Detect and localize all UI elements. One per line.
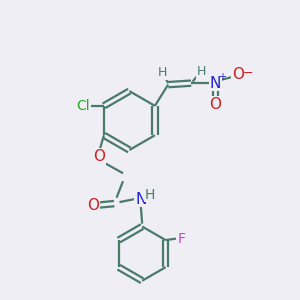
Text: N: N <box>210 76 221 91</box>
Text: H: H <box>145 188 155 202</box>
Text: −: − <box>242 67 253 80</box>
Text: Cl: Cl <box>76 99 89 113</box>
Text: +: + <box>218 72 226 82</box>
Text: F: F <box>178 232 186 246</box>
Text: H: H <box>197 65 206 79</box>
Text: O: O <box>209 97 221 112</box>
Text: O: O <box>232 68 244 82</box>
Text: O: O <box>94 149 106 164</box>
Text: N: N <box>135 192 146 207</box>
Text: H: H <box>158 66 167 79</box>
Text: O: O <box>87 198 99 213</box>
